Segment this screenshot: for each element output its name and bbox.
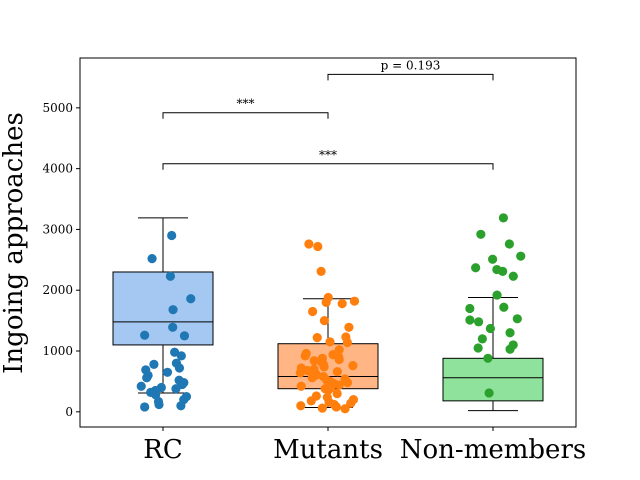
data-point: [342, 378, 353, 388]
x-category-label: RC: [143, 435, 182, 465]
data-point: [485, 323, 495, 334]
data-point: [149, 359, 159, 369]
bracket-line: [162, 112, 329, 119]
points-rc: [136, 230, 196, 412]
data-point: [512, 314, 522, 324]
significance-bracket: ***: [162, 148, 494, 170]
data-point: [313, 241, 323, 252]
data-point: [171, 384, 181, 394]
data-point: [465, 303, 475, 314]
data-point: [349, 296, 360, 306]
data-point: [516, 251, 526, 261]
data-point: [165, 271, 176, 281]
data-point: [319, 362, 329, 372]
y-tick-label: 2000: [42, 283, 73, 297]
points-non-members: [465, 213, 526, 398]
data-point: [296, 381, 306, 391]
data-point: [170, 347, 180, 357]
data-point: [499, 302, 509, 312]
data-point: [295, 368, 305, 378]
data-point: [168, 305, 178, 315]
data-point: [176, 401, 186, 411]
data-point: [321, 297, 331, 307]
y-tick-label: 5000: [42, 101, 73, 115]
data-point: [331, 402, 341, 412]
data-point: [316, 266, 326, 276]
data-point: [344, 322, 354, 332]
data-point: [324, 385, 334, 395]
data-point: [325, 337, 335, 347]
data-point: [504, 239, 514, 249]
bracket-line: [327, 73, 494, 81]
data-point: [168, 322, 178, 332]
data-point: [136, 381, 146, 391]
data-point: [186, 294, 196, 304]
significance-bracket: p = 0.193: [327, 58, 494, 81]
data-point: [302, 365, 313, 376]
points-mutants: [295, 239, 360, 414]
significance-bracket: ***: [162, 97, 329, 119]
y-tick-label: 3000: [42, 222, 73, 236]
data-point: [487, 254, 498, 264]
data-point: [465, 315, 475, 325]
bracket-line: [162, 163, 494, 170]
data-point: [179, 331, 190, 341]
data-point: [342, 337, 353, 348]
y-tick-label: 4000: [42, 162, 73, 176]
data-point: [477, 334, 487, 344]
data-point: [307, 373, 317, 383]
data-point: [334, 380, 344, 390]
data-point: [176, 351, 186, 361]
data-point: [334, 345, 344, 355]
data-point: [319, 316, 330, 326]
significance-label: ***: [237, 97, 255, 111]
data-point: [473, 343, 483, 353]
data-point: [304, 239, 314, 249]
data-point: [492, 290, 502, 300]
data-point: [167, 230, 177, 241]
data-point: [142, 373, 152, 383]
data-point: [147, 254, 157, 264]
significance-label: p = 0.193: [381, 58, 441, 72]
data-point: [334, 354, 344, 365]
data-point: [476, 229, 486, 239]
data-point: [296, 401, 306, 411]
data-point: [312, 333, 322, 343]
data-point: [154, 399, 164, 410]
data-point: [498, 213, 508, 223]
data-point: [471, 263, 481, 273]
data-point: [309, 356, 319, 366]
data-point: [308, 306, 318, 317]
data-point: [348, 361, 358, 371]
data-point: [140, 402, 150, 412]
data-point: [346, 398, 356, 408]
data-point: [505, 344, 515, 354]
significance-label: ***: [319, 148, 337, 162]
data-point: [140, 330, 150, 340]
y-tick-label: 1000: [42, 344, 73, 358]
y-tick-label: 0: [65, 405, 73, 419]
data-point: [508, 271, 518, 281]
data-point: [317, 403, 327, 413]
plot-area: 0 1000 2000 3000 4000 5000 RC Mutants Non-member…: [42, 57, 586, 465]
data-point: [474, 317, 484, 327]
x-category-label: Mutants: [273, 435, 383, 465]
data-point: [174, 363, 185, 373]
data-point: [337, 298, 347, 309]
x-category-label: Non-members: [400, 435, 586, 465]
data-point: [498, 266, 508, 276]
data-point: [340, 404, 350, 414]
data-point: [332, 388, 342, 399]
data-point: [162, 367, 173, 377]
box-rc: [112, 217, 214, 394]
data-point: [332, 367, 342, 377]
data-point: [306, 396, 316, 406]
data-point: [505, 328, 515, 338]
box-iqr: [112, 271, 214, 346]
data-point: [300, 351, 310, 361]
data-point: [483, 353, 493, 363]
y-axis-title: Ingoing approaches: [0, 112, 29, 374]
data-point: [484, 388, 494, 398]
